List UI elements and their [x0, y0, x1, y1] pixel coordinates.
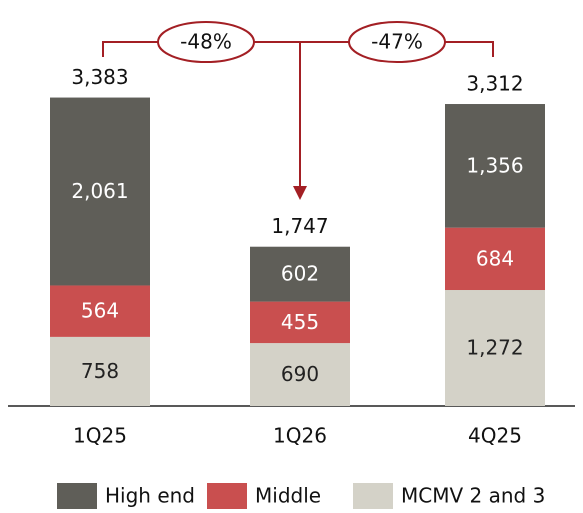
x-tick-label: 1Q26	[273, 424, 327, 448]
x-tick-label: 1Q25	[73, 424, 127, 448]
value-label: 2,061	[71, 179, 128, 203]
annotation-bubble	[157, 21, 255, 63]
value-label: 455	[281, 310, 319, 334]
value-label: 564	[81, 299, 119, 323]
legend-label: High end	[105, 484, 195, 508]
arrow-head	[293, 186, 307, 200]
bar-segment	[250, 246, 350, 302]
legend-label: MCMV 2 and 3	[401, 484, 545, 508]
bar-segment	[50, 336, 150, 406]
value-label: 758	[81, 359, 119, 383]
value-label: 690	[281, 362, 319, 386]
bar-segment	[50, 97, 150, 286]
value-label: 602	[281, 262, 319, 286]
annotation-bubble	[348, 21, 446, 63]
total-label: 1,747	[271, 214, 328, 238]
bar-segment	[445, 227, 545, 291]
value-label: 1,356	[466, 153, 523, 177]
bracket	[102, 41, 494, 57]
total-label: 3,383	[71, 65, 128, 89]
value-label: 1,272	[466, 336, 523, 360]
x-tick-label: 4Q25	[468, 424, 522, 448]
value-label: 684	[476, 246, 514, 270]
legend-swatch	[207, 483, 247, 509]
bar-segment	[445, 290, 545, 406]
legend-swatch	[353, 483, 393, 509]
annotation: -48%	[180, 30, 232, 54]
annotation: -47%	[371, 30, 423, 54]
legend-swatch	[57, 483, 97, 509]
legend-label: Middle	[255, 484, 321, 508]
bar-segment	[50, 285, 150, 337]
bar-segment	[445, 104, 545, 228]
bar-segment	[250, 343, 350, 406]
bar-segment	[250, 301, 350, 344]
total-label: 3,312	[466, 72, 523, 96]
